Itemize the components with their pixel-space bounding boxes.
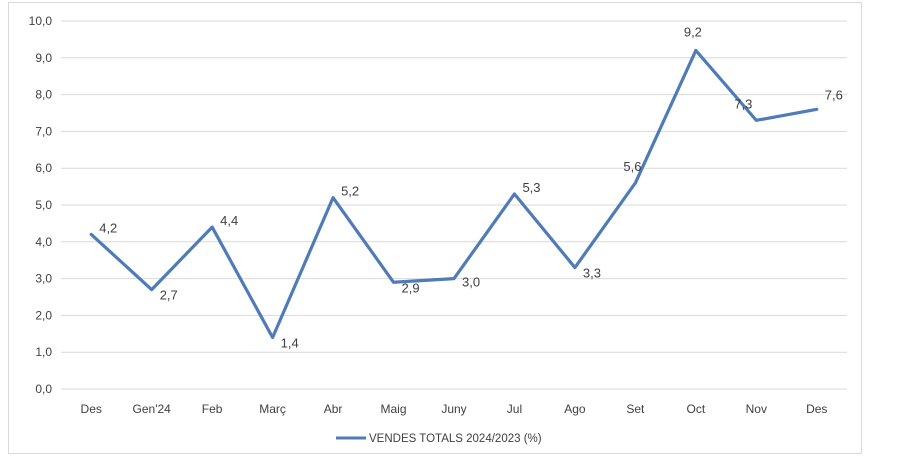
data-label: 5,2 (341, 184, 359, 199)
y-tick-label: 6,0 (35, 161, 52, 175)
x-tick-label: Set (626, 402, 645, 416)
data-label: 4,2 (99, 220, 117, 235)
line-chart: 0,0 1,0 2,0 3,0 4,0 5,0 6,0 7,0 8,0 9,0 10,0 Des Ge… (29, 14, 847, 445)
x-axis-ticks: Des Gen'24 Feb Març Abr Maig Juny Jul Ago Set Oct N… (81, 402, 828, 416)
x-tick-label: Gen'24 (133, 402, 172, 416)
data-label: 7,6 (825, 87, 843, 102)
x-tick-label: Maig (381, 402, 407, 416)
x-tick-label: Des (81, 402, 102, 416)
x-tick-label: Des (806, 402, 827, 416)
data-label: 7,3 (734, 96, 752, 111)
y-tick-label: 10,0 (29, 14, 53, 28)
y-tick-label: 0,0 (35, 382, 52, 396)
data-labels: 4,2 2,7 4,4 1,4 5,2 2,9 3,0 5,3 3,3 5,6 9,2 7,3 7,6 (99, 24, 843, 350)
y-tick-label: 7,0 (35, 124, 52, 138)
x-tick-label: Juny (441, 402, 466, 416)
y-tick-label: 1,0 (35, 345, 52, 359)
legend-label: VENDES TOTALS 2024/2023 (%) (369, 433, 542, 445)
x-tick-label: Nov (746, 402, 767, 416)
y-axis-ticks: 0,0 1,0 2,0 3,0 4,0 5,0 6,0 7,0 8,0 9,0 10,0 (29, 14, 53, 396)
series-layer (89, 48, 819, 340)
y-tick-label: 4,0 (35, 235, 52, 249)
data-label: 5,3 (522, 180, 540, 195)
y-tick-label: 5,0 (35, 198, 52, 212)
y-tick-label: 3,0 (35, 272, 52, 286)
x-tick-label: Feb (202, 402, 223, 416)
chart-frame: 0,0 1,0 2,0 3,0 4,0 5,0 6,0 7,0 8,0 9,0 10,0 Des Ge… (8, 2, 862, 454)
data-label: 3,3 (583, 266, 601, 281)
data-label: 2,9 (402, 280, 420, 295)
x-tick-label: Març (259, 402, 286, 416)
gridlines (61, 20, 847, 390)
data-label: 5,6 (623, 159, 641, 174)
data-label: 1,4 (281, 335, 299, 350)
x-tick-label: Oct (687, 402, 706, 416)
x-tick-label: Jul (507, 402, 522, 416)
y-tick-label: 9,0 (35, 51, 52, 65)
x-tick-label: Ago (564, 402, 586, 416)
data-label: 3,0 (462, 275, 480, 290)
y-tick-label: 2,0 (35, 308, 52, 322)
y-tick-label: 8,0 (35, 88, 52, 102)
data-label: 2,7 (160, 288, 178, 303)
data-label: 4,4 (220, 213, 238, 228)
legend: VENDES TOTALS 2024/2023 (%) (336, 433, 542, 445)
x-tick-label: Abr (324, 402, 343, 416)
data-label: 9,2 (684, 24, 702, 39)
series-line (89, 48, 819, 340)
